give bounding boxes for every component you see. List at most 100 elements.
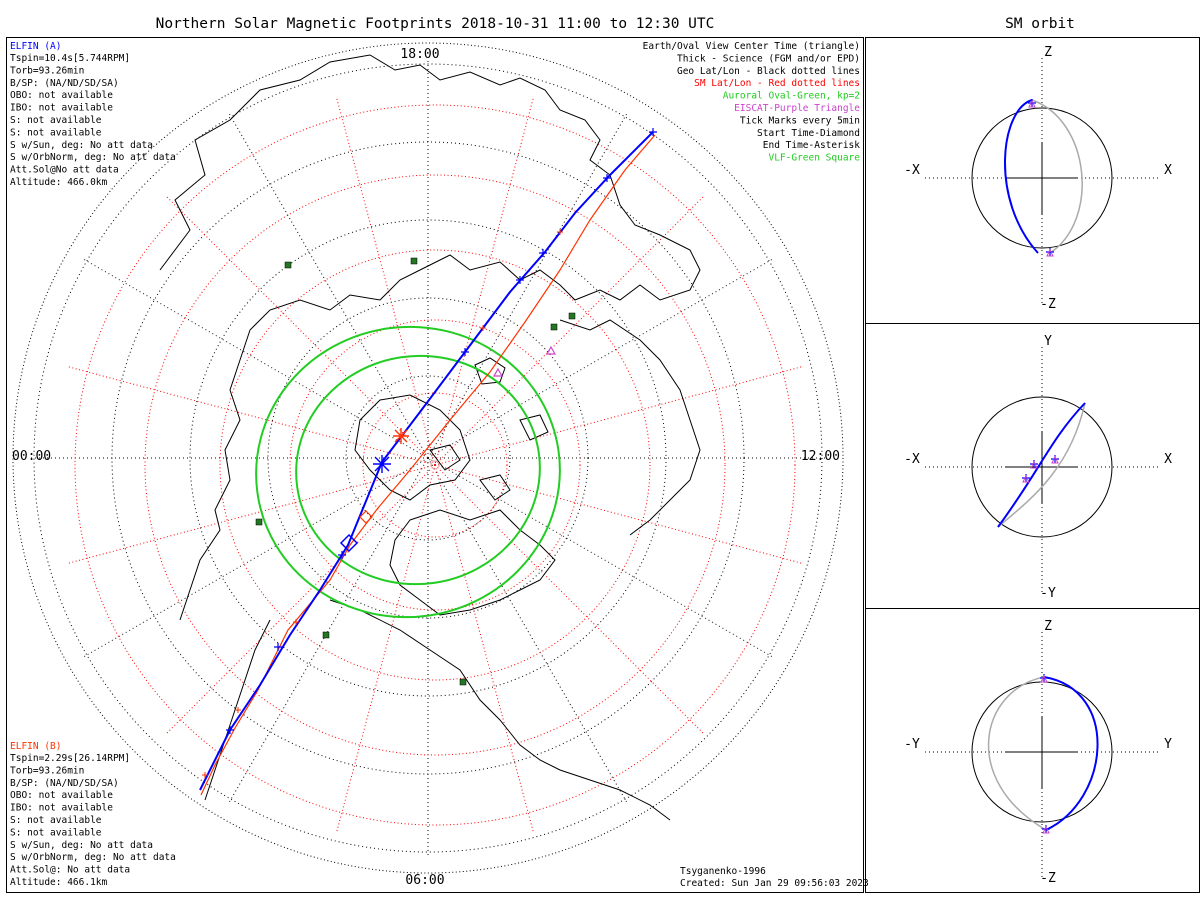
earth-outline [971,396,1113,538]
orbit-marker-b [1030,460,1038,469]
legend-item: Auroral Oval-Green, kp=2 [723,91,860,102]
eiscat-markers [492,345,557,377]
legend-item: VLF-Green Square [768,153,860,164]
elfin-b-tick [202,772,208,778]
elfin-a-line: IBO: not available [10,103,113,114]
coastline-north-america [329,599,671,821]
mlt-label-bottom: 06:00 [405,873,444,888]
orbit-label-top: Z [1044,619,1052,634]
elfin-b-line: S: not available [10,827,102,838]
orbit-label-left: -X [904,452,920,467]
elfin-b-line: S w/OrbNorm, deg: No att data [10,852,176,863]
orbit-label-top: Y [1044,334,1052,349]
elfin-b-track [200,134,656,796]
sm-meridian [434,464,534,833]
orbit-marker-b [1028,99,1036,108]
elfin-a-line: Att.Sol@No att data [10,165,119,176]
orbit-label-left: -Y [904,737,920,752]
geo-meridian [427,257,775,459]
orbit-label-right: X [1164,452,1172,467]
elfin-a-tick [226,726,234,734]
elfin-a-line: S: not available [10,127,102,138]
orbit-marker-b [1046,248,1054,257]
elfin-a-tick [338,551,346,559]
geo-lat-circle [345,375,511,541]
orbit-label-right: Y [1164,737,1172,752]
elfin-b-tick [293,619,299,625]
elfin-a-tick [539,249,547,257]
elfin-b-line: Altitude: 466.1km [10,877,108,888]
eiscat-triangle-1 [545,345,557,355]
elfin-a-line: Torb=93.26min [10,65,84,76]
sm-meridian [336,464,436,833]
orbit-marker-b [1051,455,1059,464]
orbit-path [1043,676,1099,831]
legend-item: Start Time-Diamond [757,128,860,139]
elfin-a-line: S: not available [10,115,102,126]
geo-meridian [427,111,629,459]
coastline-islands-3 [519,414,549,441]
sm-lat-circle [219,249,651,681]
vlf-square [255,518,263,526]
orbit-label-bottom: -Z [1040,871,1056,886]
elfin-b-line: OBO: not available [10,790,113,801]
elfin-a-tick [603,174,611,182]
orbit-path-alt [987,676,1047,831]
orbit-marker-b [1022,474,1030,483]
orbit-marker-b [1042,825,1050,834]
legend-item: SM Lat/Lon - Red dotted lines [694,78,860,89]
orbit-label-bottom: -Y [1040,586,1056,601]
coastline-canada [389,509,556,616]
geo-grid [12,42,844,874]
vlf-square [550,323,558,331]
sm-lat-circle [74,104,796,826]
orbit-label-bottom: -Z [1040,297,1056,312]
elfin-a-tick [649,128,657,136]
coastline-svalbard [474,357,506,385]
sm-meridian [434,464,803,564]
legend-item: Tick Marks every 5min [740,115,860,126]
oval-inner [295,354,541,586]
elfin-a-start-diamond [339,533,359,553]
mlt-label-top: 18:00 [400,47,439,62]
mlt-labels: 18:00 00:00 12:00 06:00 [12,47,840,888]
oval-outer [255,325,561,619]
geo-meridian [427,457,629,805]
auroral-oval [255,325,561,619]
elfin-a-end-asterisk [373,455,391,473]
elfin-b-line: S: not available [10,815,102,826]
mlt-label-left: 00:00 [12,449,51,464]
view-center [393,428,409,444]
sm-lat-circle [289,319,581,611]
map-frame [6,37,864,893]
elfin-a-tick [274,643,282,651]
sm-meridian [434,464,705,735]
model-label: Tsyganenko-1996 [680,866,766,877]
vlf-square [284,261,292,269]
elfin-b-tick [480,325,486,331]
elfin-a-info: ELFIN (A) Tspin=10.4s[5.744RPM]Torb=93.2… [10,41,176,188]
geo-meridian [81,457,429,659]
geo-meridian [427,457,775,659]
elfin-a-track [199,131,654,791]
orbit-label-left: -X [904,163,920,178]
elfin-a-tick [461,348,469,356]
orbit-panel-1: Z -Z -X X [904,45,1172,312]
coastline-islands-1 [429,444,461,471]
elfin-a-tick [516,276,524,284]
geo-lat-circle [189,219,667,697]
orbit-path [997,402,1086,528]
orbit-panel-3: Z -Z -Y Y [904,619,1172,886]
elfin-b-name: ELFIN (B) [10,741,61,752]
elfin-b-line: B/SP: (NA/ND/SD/SA) [10,778,119,789]
sm-lat-circle [362,392,508,538]
orbit-label-top: Z [1044,45,1052,60]
main-title: Northern Solar Magnetic Footprints 2018-… [156,16,715,32]
earth-outline [971,107,1113,249]
geo-lat-circle [33,63,823,853]
vlf-square [568,312,576,320]
legend-item: Thick - Science (FGM and/or EPD) [677,53,860,64]
orbit-marker-b [1040,674,1048,683]
elfin-a-line: B/SP: (NA/ND/SD/SA) [10,78,119,89]
